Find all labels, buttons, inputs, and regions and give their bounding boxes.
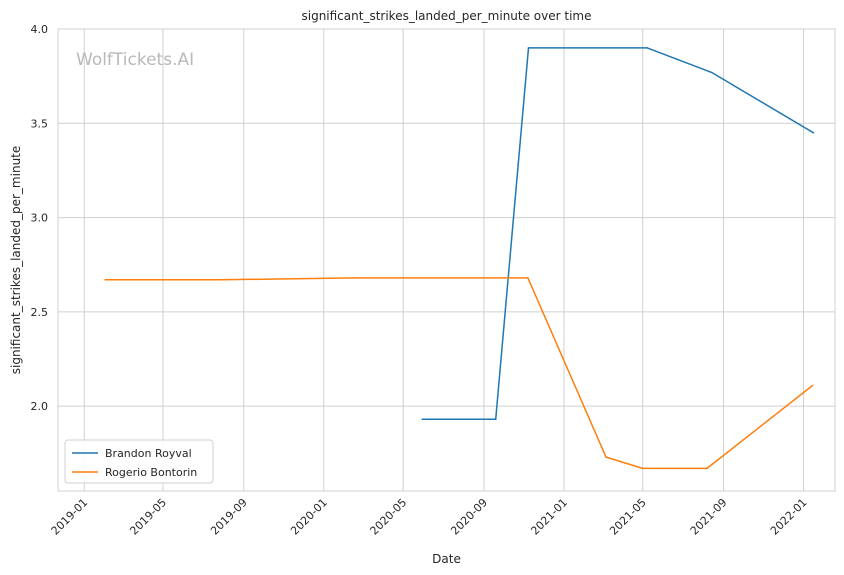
data-point-rogerio-bontorin-1	[219, 279, 221, 281]
legend-label-rogerio-bontorin: Rogerio Bontorin	[105, 466, 197, 479]
series-line-brandon-royval	[422, 47, 814, 421]
legend: Brandon Royval Rogerio Bontorin	[64, 439, 214, 484]
data-point-rogerio-bontorin-6	[706, 467, 708, 470]
data-point-rogerio-bontorin-4	[605, 456, 607, 458]
data-point-rogerio-bontorin-3	[527, 277, 529, 279]
y-tick-label-2-5: 2.5	[31, 306, 49, 319]
y-axis-label: significant_strikes_landed_per_minute	[9, 146, 23, 375]
data-point-rogerio-bontorin-5	[641, 467, 644, 470]
data-point-brandon-royval-2	[527, 47, 530, 49]
y-tick-label-4-0: 4.0	[31, 23, 49, 36]
chart-title: significant_strikes_landed_per_minute ov…	[301, 9, 591, 23]
y-tick-label-2-0: 2.0	[31, 400, 49, 413]
data-point-brandon-royval-4	[710, 71, 713, 74]
data-point-rogerio-bontorin-0	[104, 279, 107, 281]
data-point-rogerio-bontorin-2	[352, 277, 355, 279]
data-point-brandon-royval-1	[494, 418, 497, 421]
watermark: WolfTickets.AI	[76, 50, 194, 70]
plot-frame	[57, 28, 836, 492]
legend-label-brandon-royval: Brandon Royval	[105, 447, 192, 460]
y-tick-label-3-0: 3.0	[31, 212, 49, 225]
series-line-rogerio-bontorin	[105, 277, 814, 470]
gridlines	[58, 28, 835, 491]
data-point-brandon-royval-5	[812, 131, 815, 134]
data-point-brandon-royval-3	[646, 47, 649, 49]
data-point-brandon-royval-0	[421, 418, 424, 421]
y-tick-label-3-5: 3.5	[31, 117, 49, 130]
data-point-rogerio-bontorin-7	[811, 384, 814, 387]
series-lines	[104, 47, 815, 470]
legend-box	[64, 439, 214, 484]
x-axis-label: Date	[432, 552, 461, 566]
